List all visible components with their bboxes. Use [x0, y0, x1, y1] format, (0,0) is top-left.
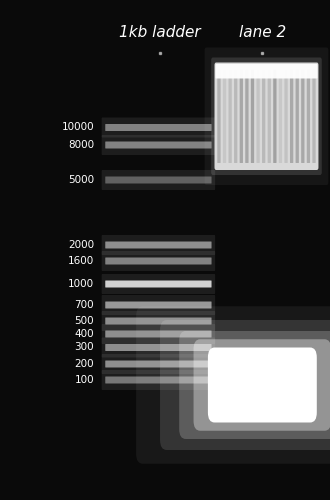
FancyBboxPatch shape	[228, 70, 232, 163]
FancyBboxPatch shape	[307, 70, 310, 163]
FancyBboxPatch shape	[105, 330, 212, 338]
Text: 1000: 1000	[68, 279, 94, 289]
Text: 8000: 8000	[68, 140, 94, 150]
Text: 5000: 5000	[68, 175, 94, 185]
Text: lane 2: lane 2	[239, 25, 286, 40]
FancyBboxPatch shape	[208, 348, 317, 422]
FancyBboxPatch shape	[102, 324, 215, 344]
Text: 300: 300	[75, 342, 94, 352]
FancyBboxPatch shape	[160, 320, 330, 450]
FancyBboxPatch shape	[214, 62, 318, 170]
FancyBboxPatch shape	[102, 338, 215, 357]
FancyBboxPatch shape	[102, 235, 215, 255]
FancyBboxPatch shape	[102, 311, 215, 331]
FancyBboxPatch shape	[215, 64, 317, 78]
FancyBboxPatch shape	[105, 242, 212, 248]
FancyBboxPatch shape	[301, 70, 305, 163]
FancyBboxPatch shape	[284, 70, 288, 163]
FancyBboxPatch shape	[179, 331, 330, 439]
FancyBboxPatch shape	[273, 70, 277, 163]
FancyBboxPatch shape	[105, 124, 212, 131]
FancyBboxPatch shape	[268, 70, 271, 163]
FancyBboxPatch shape	[105, 318, 212, 324]
FancyBboxPatch shape	[296, 70, 299, 163]
FancyBboxPatch shape	[313, 70, 316, 163]
FancyBboxPatch shape	[105, 258, 212, 264]
FancyBboxPatch shape	[262, 70, 265, 163]
FancyBboxPatch shape	[240, 70, 243, 163]
FancyBboxPatch shape	[102, 354, 215, 374]
FancyBboxPatch shape	[105, 376, 212, 384]
Text: 1kb ladder: 1kb ladder	[119, 25, 201, 40]
FancyBboxPatch shape	[290, 70, 293, 163]
Text: 700: 700	[75, 300, 94, 310]
FancyBboxPatch shape	[102, 135, 215, 155]
FancyBboxPatch shape	[211, 58, 322, 175]
Text: 500: 500	[75, 316, 94, 326]
Text: 2000: 2000	[68, 240, 94, 250]
Text: 10000: 10000	[61, 122, 94, 132]
FancyBboxPatch shape	[105, 176, 212, 184]
Text: 200: 200	[75, 359, 94, 369]
FancyBboxPatch shape	[105, 280, 212, 287]
Text: 1600: 1600	[68, 256, 94, 266]
FancyBboxPatch shape	[193, 339, 330, 430]
FancyBboxPatch shape	[217, 70, 220, 163]
FancyBboxPatch shape	[251, 70, 254, 163]
FancyBboxPatch shape	[105, 142, 212, 148]
Text: 400: 400	[75, 329, 94, 339]
FancyBboxPatch shape	[105, 344, 212, 351]
FancyBboxPatch shape	[245, 70, 248, 163]
FancyBboxPatch shape	[136, 306, 330, 464]
FancyBboxPatch shape	[102, 170, 215, 190]
Text: 100: 100	[75, 375, 94, 385]
FancyBboxPatch shape	[102, 251, 215, 271]
FancyBboxPatch shape	[102, 370, 215, 390]
FancyBboxPatch shape	[105, 302, 212, 308]
FancyBboxPatch shape	[102, 118, 215, 138]
FancyBboxPatch shape	[279, 70, 282, 163]
FancyBboxPatch shape	[102, 295, 215, 315]
FancyBboxPatch shape	[234, 70, 237, 163]
FancyBboxPatch shape	[105, 360, 212, 368]
FancyBboxPatch shape	[205, 48, 328, 185]
FancyBboxPatch shape	[256, 70, 260, 163]
FancyBboxPatch shape	[223, 70, 226, 163]
FancyBboxPatch shape	[102, 274, 215, 294]
